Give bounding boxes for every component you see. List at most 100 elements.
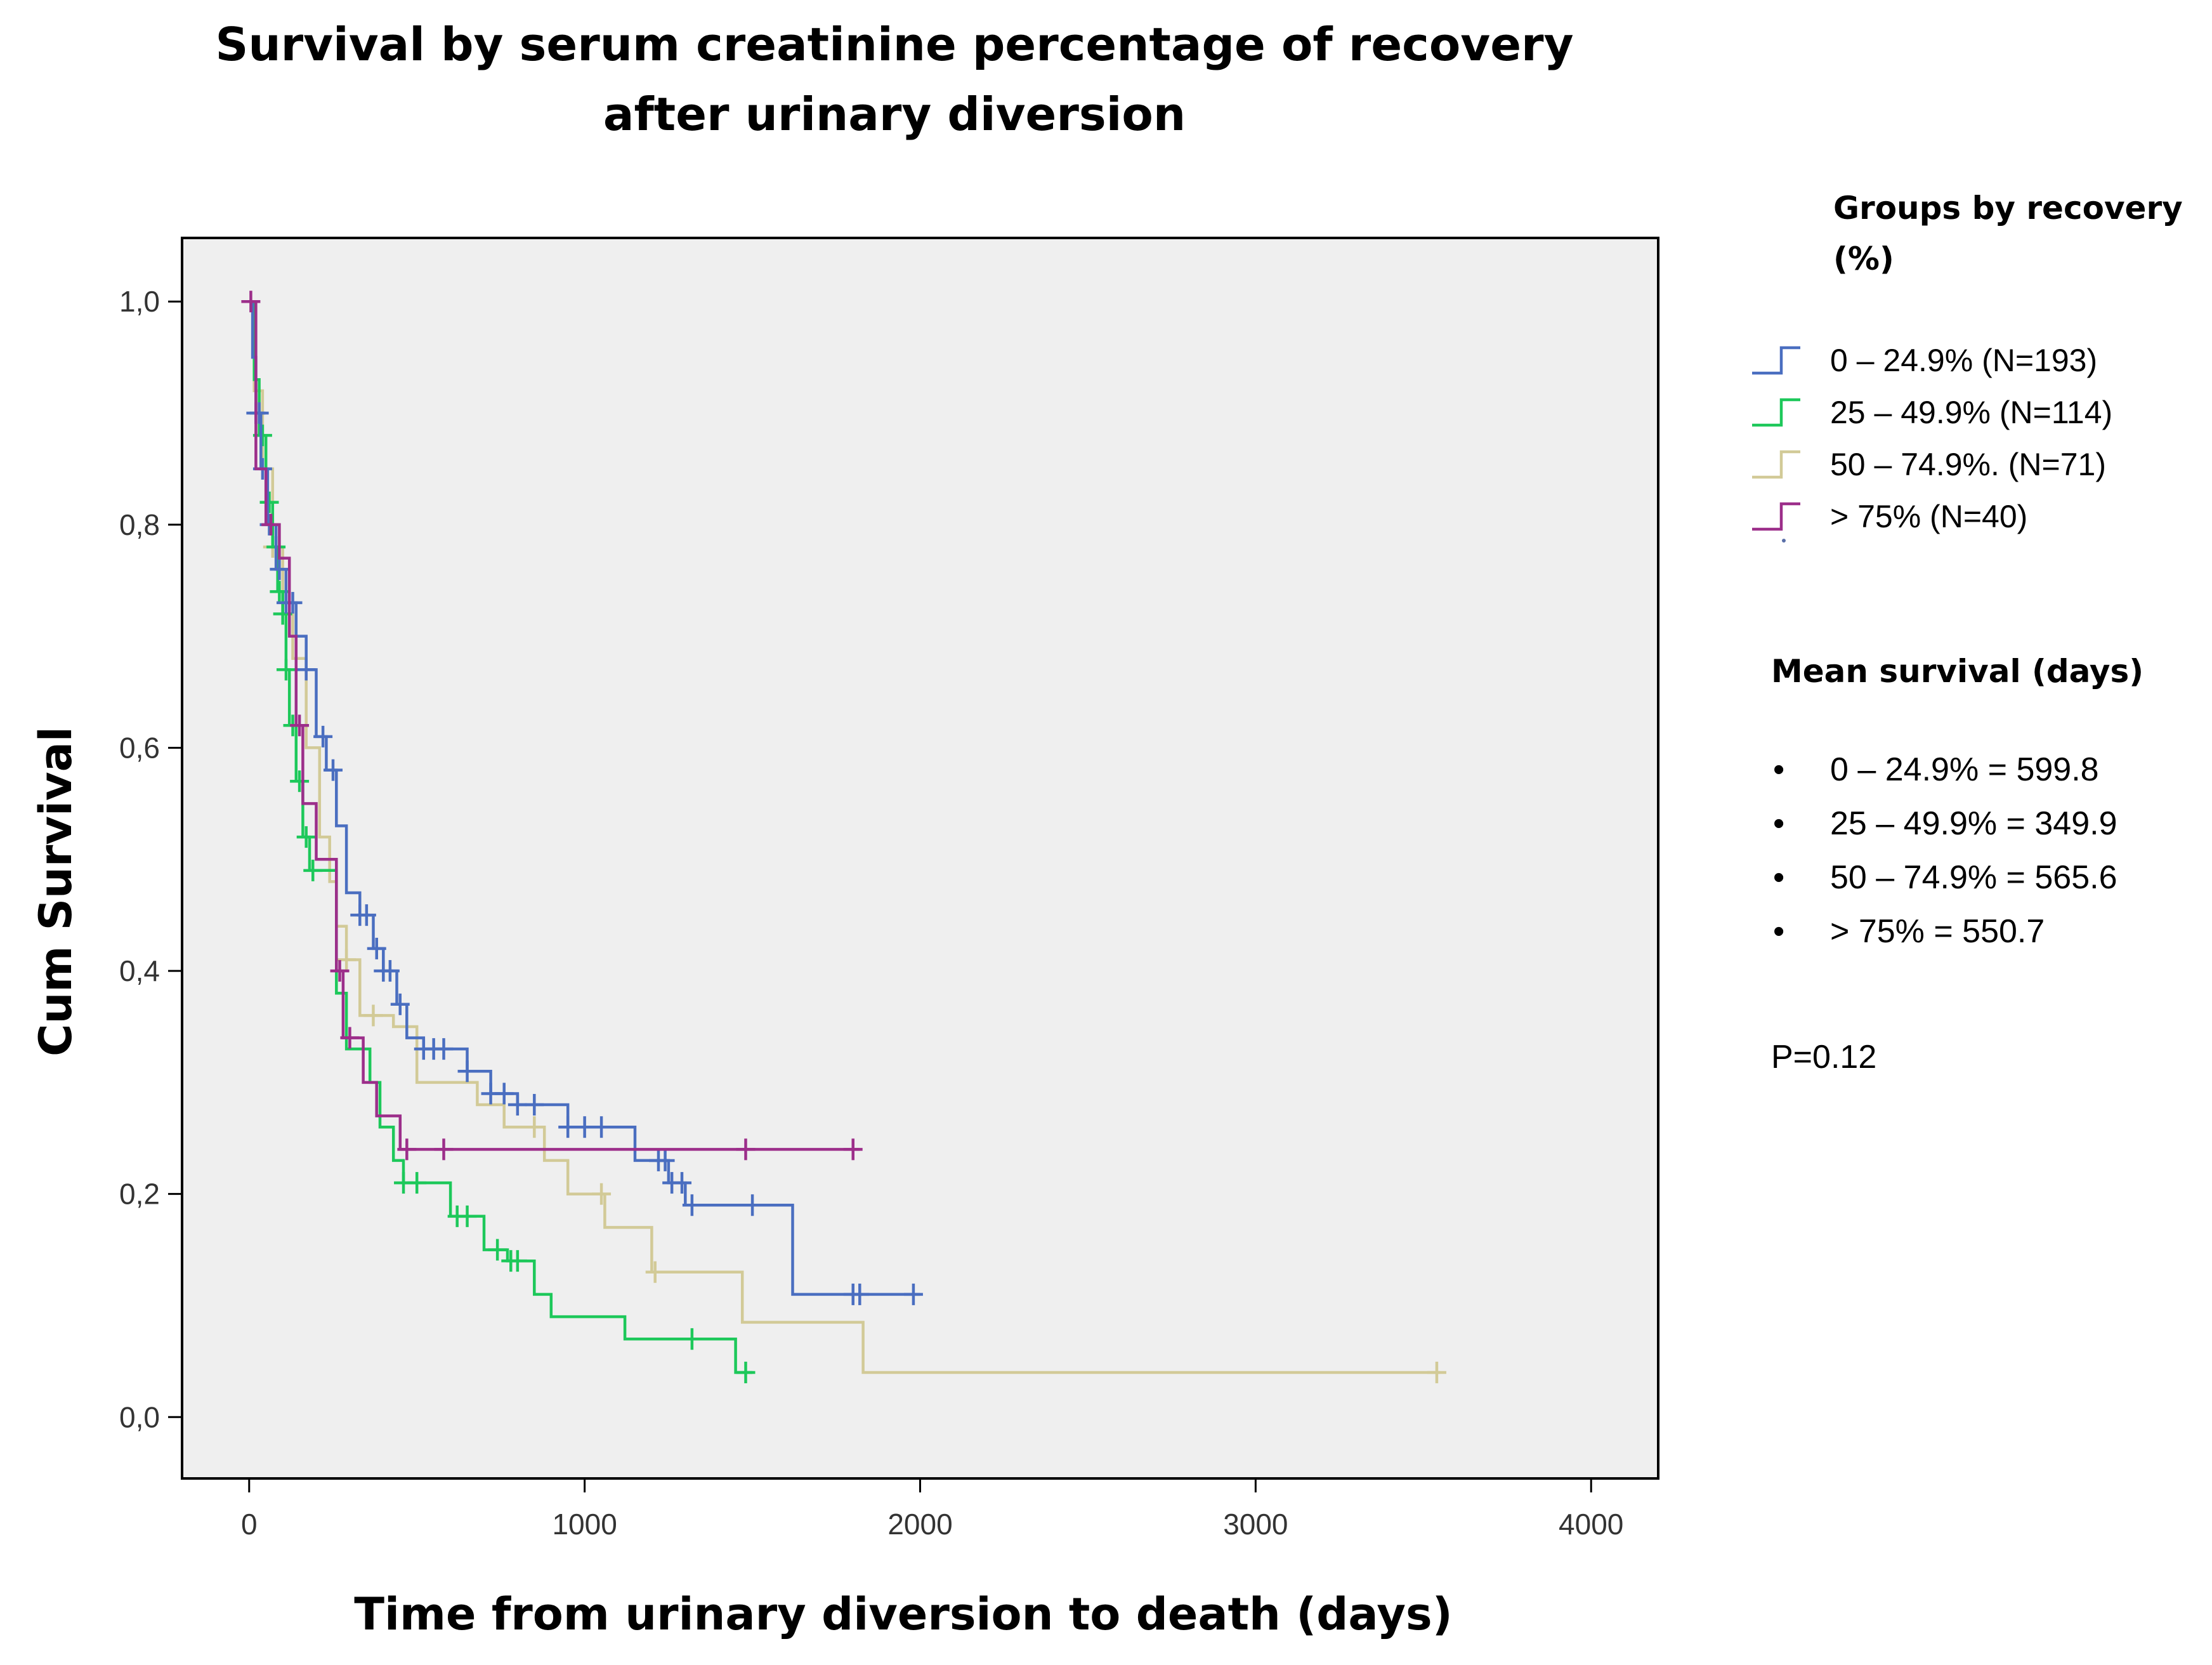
mean-survival-item: • 0 – 24.9% = 599.8: [1773, 751, 2099, 788]
x-tick-label: 3000: [1223, 1508, 1288, 1541]
mean-survival-item: • 50 – 74.9% = 565.6: [1773, 859, 2117, 896]
censor-mark: [276, 659, 296, 681]
plot-area: [181, 237, 1659, 1480]
legend-swatch: [1752, 346, 1800, 375]
censor-mark: [270, 558, 289, 581]
legend-item: 0 – 24.9% (N=193): [1752, 343, 2097, 378]
censor-mark: [592, 1116, 612, 1138]
mean-survival-value: 50 – 74.9% = 565.6: [1830, 859, 2117, 896]
censor-mark: [407, 1172, 427, 1194]
censor-mark: [337, 949, 357, 971]
censor-mark: [736, 1361, 756, 1383]
x-tick-label: 0: [241, 1508, 258, 1541]
mean-survival-list: • 0 – 24.9% = 599.8 • 25 – 49.9% = 349.9 • 50…: [1773, 751, 2117, 950]
legend-item: > 75% (N=40): [1752, 499, 2027, 534]
censor-mark: [380, 960, 400, 982]
censor-mark: [296, 826, 316, 848]
censor-mark: [850, 1283, 870, 1305]
censor-mark: [241, 291, 261, 313]
censor-mark: [357, 904, 376, 926]
y-tick-label: 0,0: [119, 1400, 160, 1433]
mean-survival-value: 0 – 24.9% = 599.8: [1830, 751, 2099, 788]
censor-mark: [682, 1328, 702, 1350]
censor-mark: [330, 960, 350, 982]
x-tick-label: 1000: [552, 1508, 617, 1541]
bullet: •: [1773, 913, 1784, 950]
censor-mark: [434, 1138, 454, 1161]
x-tick-label: 4000: [1559, 1508, 1623, 1541]
censor-mark: [645, 1261, 665, 1283]
censor-mark: [290, 714, 310, 737]
y-tick-label: 0,8: [119, 508, 160, 541]
censor-mark: [672, 1172, 692, 1194]
censor-mark: [296, 659, 316, 681]
censor-mark: [1427, 1361, 1446, 1383]
axes: 0 1000 2000 3000 4000 0,0 0,2 0,4 0,6 0,8 1,0: [119, 285, 1623, 1541]
mean-survival-item: • > 75% = 550.7: [1773, 913, 2045, 950]
legend-label: 50 – 74.9%. (N=71): [1830, 447, 2106, 482]
censor-mark: [323, 759, 343, 781]
censor-mark: [397, 1138, 417, 1161]
censor-mark: [249, 402, 269, 424]
censor-mark: [494, 1083, 514, 1105]
bullet: •: [1773, 751, 1784, 788]
y-tick-label: 0,6: [119, 731, 160, 764]
x-tick-label: 2000: [887, 1508, 952, 1541]
legend-swatch: [1752, 398, 1800, 427]
censor-mark: [507, 1094, 527, 1116]
censor-mark: [261, 513, 281, 536]
bullet: •: [1773, 805, 1784, 842]
mean-survival-value: 25 – 49.9% = 349.9: [1830, 805, 2117, 842]
censor-mark: [457, 1205, 477, 1227]
mean-survival-value: > 75% = 550.7: [1830, 913, 2045, 950]
legend-label: 0 – 24.9% (N=193): [1830, 343, 2097, 378]
censor-mark: [507, 1250, 527, 1272]
y-tick-label: 0,4: [119, 954, 160, 987]
bullet: •: [1773, 859, 1784, 896]
censor-mark: [682, 1194, 702, 1216]
censor-mark: [592, 1183, 612, 1205]
series-4: [241, 291, 863, 1161]
censor-mark: [488, 1239, 507, 1261]
chart-title-line-2: after urinary diversion: [603, 88, 1186, 141]
mean-survival-annotation: Mean survival (days) • 0 – 24.9% = 599.8•…: [1771, 653, 2143, 1076]
censor-mark: [525, 1116, 544, 1138]
censor-mark: [434, 1038, 454, 1060]
censor-mark: [303, 859, 323, 881]
y-tick-label: 1,0: [119, 285, 160, 318]
mean-survival-item: • 25 – 49.9% = 349.9: [1773, 805, 2117, 842]
legend-swatch: [1752, 502, 1800, 531]
censor-mark: [843, 1138, 863, 1161]
legend-title-line-2: (%): [1833, 240, 1894, 277]
legend-item: 25 – 49.9% (N=114): [1752, 395, 2112, 430]
legend-stray-dot: [1782, 539, 1786, 543]
censor-mark: [525, 1094, 544, 1116]
censor-mark: [558, 1116, 578, 1138]
legend-label: 25 – 49.9% (N=114): [1830, 395, 2112, 430]
legend-swatch: [1752, 450, 1800, 479]
legend-label: > 75% (N=40): [1830, 499, 2027, 534]
legend: Groups by recovery (%) 0 – 24.9% (N=193)…: [1752, 190, 2183, 543]
censor-mark: [903, 1283, 923, 1305]
censor-mark: [743, 1194, 762, 1216]
censor-mark: [655, 1149, 675, 1171]
legend-entries: 0 – 24.9% (N=193) 25 – 49.9% (N=114) 50 – …: [1752, 343, 2112, 534]
censor-mark: [575, 1116, 594, 1138]
p-value-label: P=0.12: [1771, 1039, 1876, 1076]
censor-mark: [390, 993, 410, 1015]
chart-title-line-1: Survival by serum creatinine percentage …: [215, 18, 1573, 71]
censor-mark: [259, 491, 279, 513]
legend-item: 50 – 74.9%. (N=71): [1752, 447, 2106, 482]
censor-mark: [290, 770, 310, 793]
censor-mark: [313, 725, 333, 747]
censor-mark: [340, 1027, 360, 1049]
legend-title-line-1: Groups by recovery: [1833, 190, 2183, 227]
y-axis-title: Cum Survival: [30, 727, 82, 1056]
mean-survival-title: Mean survival (days): [1771, 653, 2143, 690]
censor-mark: [283, 591, 303, 614]
y-tick-label: 0,2: [119, 1178, 160, 1211]
censor-mark: [736, 1138, 756, 1161]
censor-mark: [457, 1060, 477, 1083]
survival-curves: [241, 291, 1446, 1383]
